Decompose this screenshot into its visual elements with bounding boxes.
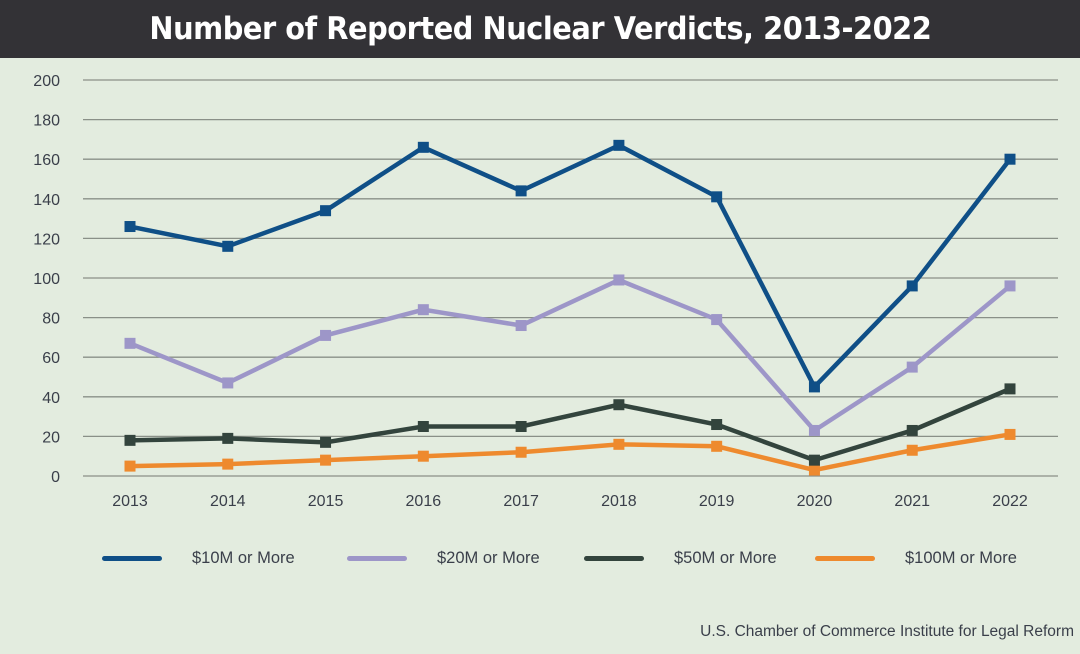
data-point (222, 458, 234, 470)
data-point (222, 377, 234, 389)
data-point (1004, 280, 1016, 292)
data-point (711, 419, 723, 431)
data-point (906, 361, 918, 373)
series-line (129, 386, 1011, 463)
data-point (124, 460, 136, 472)
data-point (320, 436, 332, 448)
legend-swatch-20m (347, 555, 407, 561)
data-point (320, 454, 332, 466)
legend-item-20m: $20M or More (347, 546, 540, 570)
legend-label-50m: $50M or More (674, 548, 777, 567)
data-point (515, 446, 527, 458)
y-tick-label: 80 (42, 311, 60, 328)
x-tick-label: 2015 (308, 493, 344, 510)
y-tick-label: 180 (33, 113, 60, 130)
series-line (129, 432, 1011, 473)
legend-item-10m: $10M or More (102, 546, 295, 570)
legend-item-100m: $100M or More (815, 546, 1017, 570)
data-point (613, 399, 625, 411)
data-point (222, 240, 234, 252)
data-point (613, 139, 625, 151)
data-point (417, 450, 429, 462)
series-2 (124, 383, 1016, 466)
series-line (129, 277, 1012, 434)
x-tick-label: 2020 (797, 493, 833, 510)
data-point (1004, 383, 1016, 395)
y-tick-label: 120 (33, 231, 60, 248)
y-tick-label: 160 (33, 152, 60, 169)
y-tick-label: 20 (42, 429, 60, 446)
data-point (222, 432, 234, 444)
data-point (906, 424, 918, 436)
chart-title: Number of Reported Nuclear Verdicts, 201… (149, 11, 931, 47)
x-tick-label: 2018 (601, 493, 637, 510)
y-axis-ticks: 0 20 40 60 80 100 120 140 160 180 200 (33, 73, 60, 486)
data-point (515, 320, 527, 332)
data-point (417, 141, 429, 153)
legend-swatch-50m (584, 555, 644, 561)
legend-item-50m: $50M or More (584, 546, 777, 570)
y-tick-label: 60 (42, 350, 60, 367)
x-tick-label: 2019 (699, 493, 735, 510)
legend-swatch-100m (815, 555, 875, 561)
title-bar: Number of Reported Nuclear Verdicts, 201… (0, 0, 1080, 58)
x-axis-ticks: 2013 2014 2015 2016 2017 2018 2019 2020 2021 2022 (112, 493, 1028, 510)
series-0 (124, 139, 1016, 393)
data-point (417, 304, 429, 316)
legend-label-10m: $10M or More (192, 548, 295, 567)
data-point (1004, 428, 1016, 440)
series-3 (124, 428, 1016, 476)
data-point (808, 381, 820, 393)
data-point (808, 464, 820, 476)
data-point (906, 444, 918, 456)
legend-label-100m: $100M or More (905, 548, 1017, 567)
x-tick-label: 2014 (210, 493, 246, 510)
y-tick-label: 40 (42, 390, 60, 407)
data-point (613, 274, 625, 286)
data-point (417, 421, 429, 432)
data-point (124, 434, 136, 446)
x-tick-label: 2022 (992, 493, 1028, 510)
legend: $10M or More $20M or More $50M or More $… (0, 546, 1080, 570)
y-tick-label: 0 (51, 469, 60, 486)
data-point (808, 454, 820, 466)
data-point (515, 185, 527, 197)
data-point (711, 314, 723, 326)
data-point (906, 280, 918, 292)
series-line (129, 142, 1012, 391)
legend-label-20m: $20M or More (437, 548, 540, 567)
y-tick-label: 140 (33, 192, 60, 209)
line-chart: 0 20 40 60 80 100 120 140 160 180 200 2013 2014 2015… (33, 73, 1058, 510)
x-tick-label: 2013 (112, 493, 148, 510)
data-point (320, 329, 332, 341)
y-tick-label: 100 (33, 271, 60, 288)
data-point (515, 421, 527, 432)
data-point (320, 205, 332, 217)
legend-swatch-10m (102, 555, 162, 561)
x-tick-label: 2021 (894, 493, 930, 510)
x-tick-label: 2017 (503, 493, 539, 510)
y-tick-label: 200 (33, 73, 60, 90)
series-1 (124, 274, 1016, 436)
data-point (808, 424, 820, 436)
series-group (124, 139, 1016, 476)
data-point (124, 337, 136, 349)
x-tick-label: 2016 (406, 493, 442, 510)
data-point (613, 438, 625, 450)
data-point (711, 440, 723, 452)
data-point (1004, 153, 1016, 165)
data-point (711, 191, 723, 203)
source-credit: U.S. Chamber of Commerce Institute for L… (700, 623, 1074, 640)
data-point (124, 221, 136, 233)
